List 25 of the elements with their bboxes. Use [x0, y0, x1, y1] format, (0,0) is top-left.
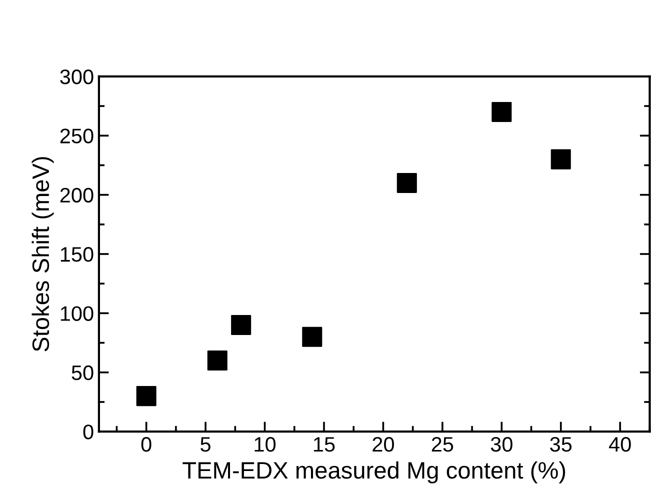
point: [302, 326, 322, 347]
y-tick-label: 250: [60, 128, 94, 144]
point: [231, 315, 252, 336]
y-tick-label: 300: [60, 69, 94, 84]
point: [550, 149, 571, 170]
x-tick-label: 30: [490, 436, 512, 452]
y-axis-title: Stokes Shift (meV): [32, 157, 54, 352]
x-tick-label: 20: [372, 436, 394, 452]
y-tick-label: 200: [60, 188, 94, 203]
point: [207, 350, 228, 371]
y-tick-label: 50: [72, 365, 94, 380]
y-tick-label: 100: [60, 306, 94, 321]
y-tick-label: 0: [83, 424, 94, 440]
point: [136, 386, 156, 406]
x-tick-label: 35: [550, 436, 572, 452]
x-axis-title: TEM-EDX measured Mg content (%): [182, 461, 566, 484]
x-tick-label: 25: [432, 436, 454, 452]
x-tick-label: 15: [314, 437, 335, 452]
x-tick-label: 10: [254, 436, 276, 452]
x-tick-label: 40: [608, 436, 631, 452]
point: [492, 102, 512, 122]
point: [396, 172, 417, 194]
x-tick-label: 0: [141, 436, 152, 452]
y-tick-label: 150: [60, 247, 94, 262]
x-tick-label: 5: [200, 437, 210, 452]
